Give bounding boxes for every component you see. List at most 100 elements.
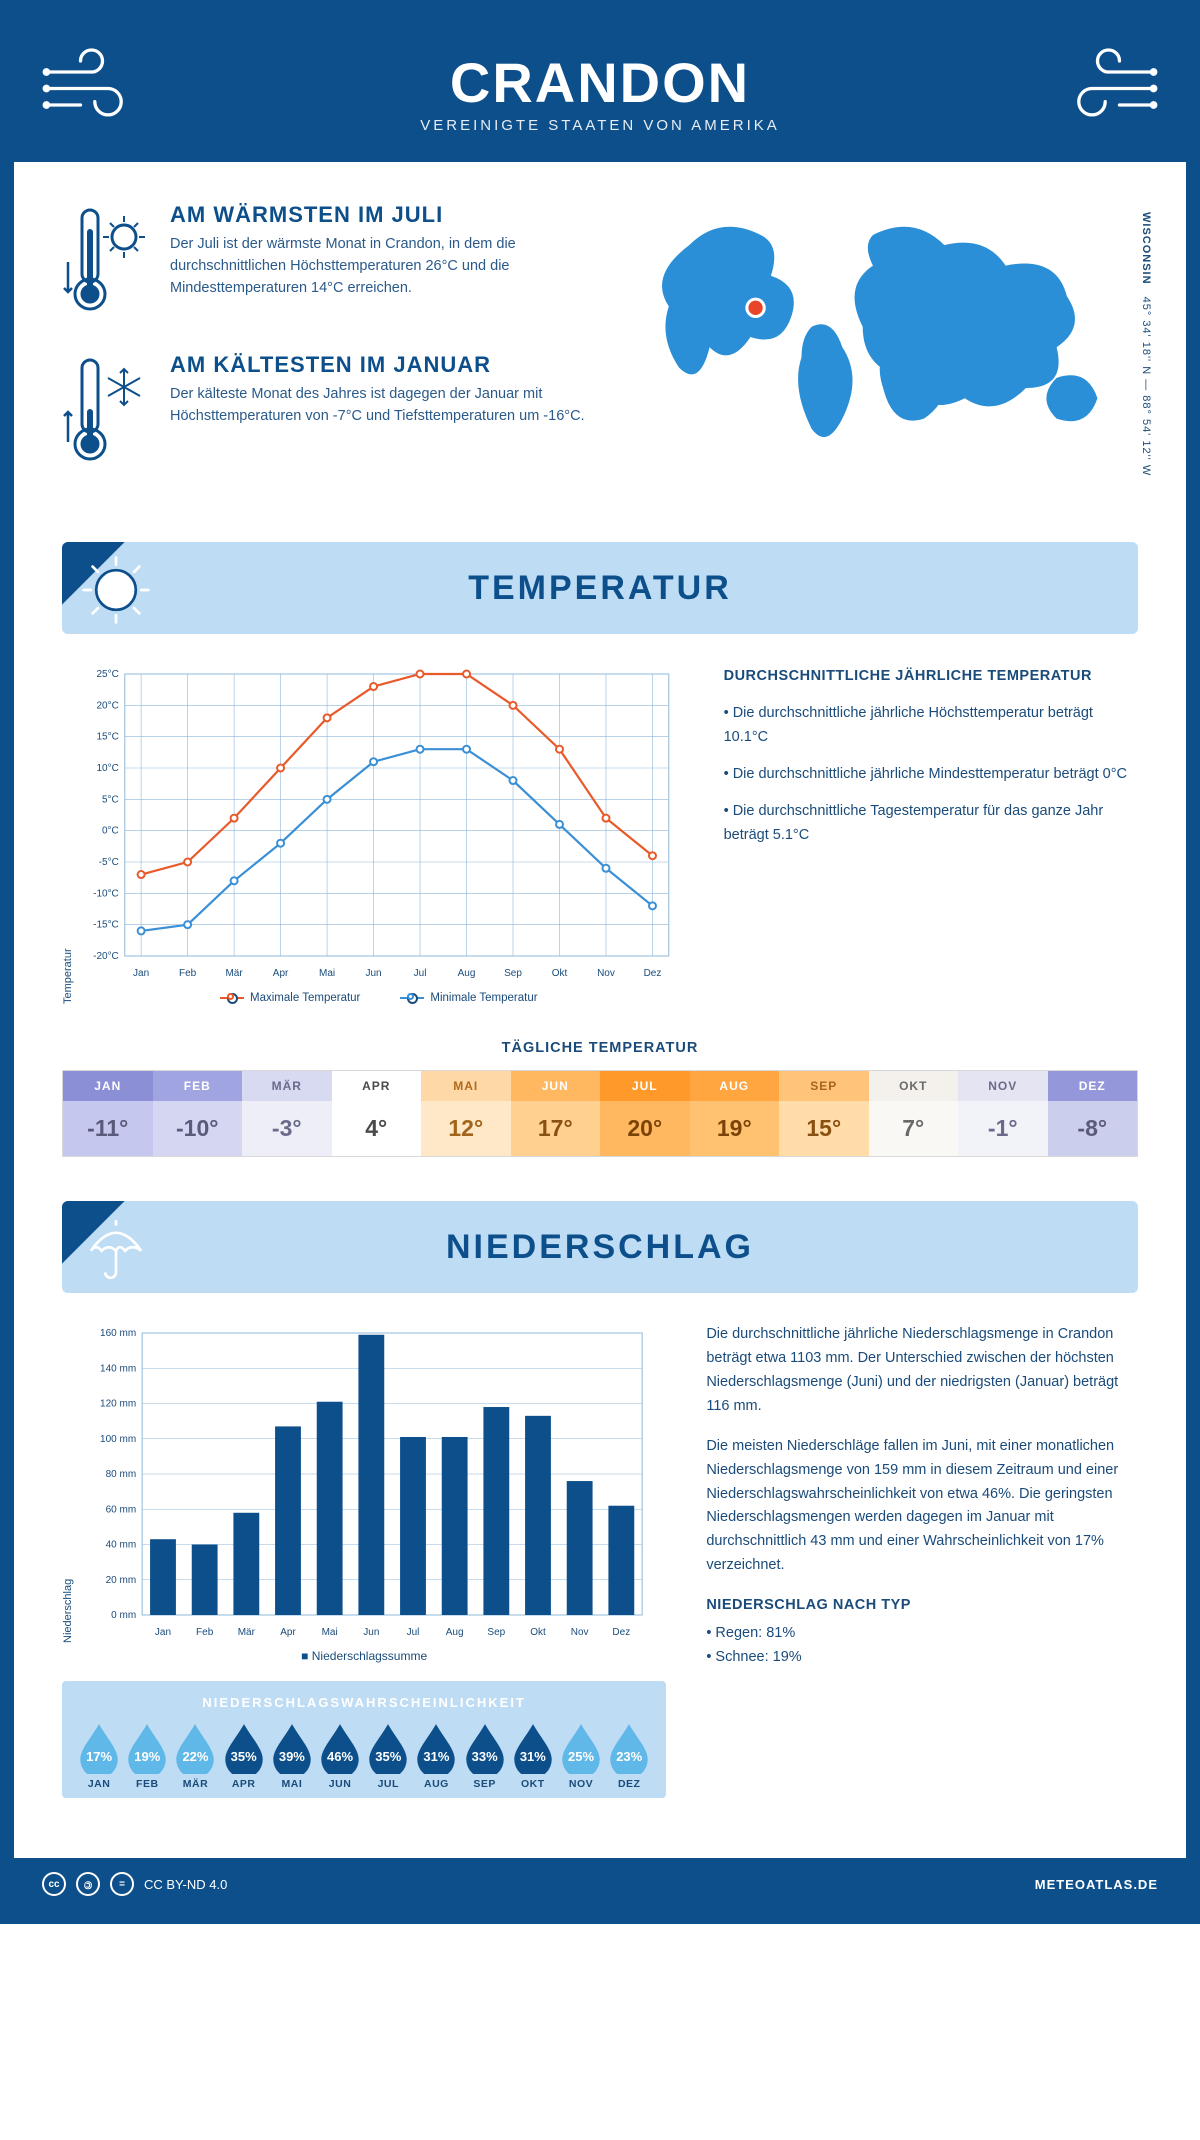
precip-section-title: NIEDERSCHLAG — [62, 1228, 1138, 1267]
warmest-block: AM WÄRMSTEN IM JULI Der Juli ist der wär… — [62, 202, 598, 322]
precip-prob-cell: 46% JUN — [317, 1722, 363, 1790]
precip-prob-cell: 31% OKT — [510, 1722, 556, 1790]
header: CRANDON VEREINIGTE STAATEN VON AMERIKA — [14, 14, 1186, 162]
svg-text:-10°C: -10°C — [93, 888, 119, 899]
svg-text:Okt: Okt — [552, 968, 568, 979]
precip-prob-cell: 33% SEP — [462, 1722, 508, 1790]
svg-text:Sep: Sep — [504, 968, 522, 979]
svg-text:25°C: 25°C — [96, 669, 118, 680]
umbrella-icon — [80, 1213, 152, 1285]
svg-text:Feb: Feb — [196, 1627, 214, 1638]
wind-icon-left — [42, 38, 152, 128]
temp-y-axis-label: Temperatur — [62, 664, 74, 1004]
precip-prob-cell: 35% JUL — [365, 1722, 411, 1790]
svg-text:Jan: Jan — [155, 1627, 171, 1638]
svg-text:-5°C: -5°C — [99, 857, 119, 868]
temp-banner: TEMPERATUR — [62, 542, 1138, 634]
daily-temp-cell: NOV -1° — [958, 1071, 1048, 1156]
svg-text:10°C: 10°C — [96, 763, 118, 774]
svg-text:-15°C: -15°C — [93, 920, 119, 931]
temp-section-title: TEMPERATUR — [62, 569, 1138, 608]
precip-prob-cell: 31% AUG — [413, 1722, 459, 1790]
svg-text:0°C: 0°C — [102, 826, 119, 837]
svg-text:60 mm: 60 mm — [106, 1504, 137, 1515]
temp-chart-row: Temperatur -20°C -15°C -10°C -5°C 0°C 5°C 10°C… — [62, 664, 1138, 1004]
precip-prob-cell: 39% MAI — [269, 1722, 315, 1790]
country-subtitle: VEREINIGTE STAATEN VON AMERIKA — [14, 117, 1186, 134]
svg-text:40 mm: 40 mm — [106, 1540, 137, 1551]
precip-legend: Niederschlagssumme — [62, 1649, 666, 1663]
svg-text:Jun: Jun — [365, 968, 381, 979]
precip-prob-cell: 19% FEB — [124, 1722, 170, 1790]
svg-text:Apr: Apr — [273, 968, 289, 979]
svg-text:Jun: Jun — [363, 1627, 379, 1638]
svg-text:Dez: Dez — [612, 1627, 630, 1638]
svg-text:120 mm: 120 mm — [100, 1399, 136, 1410]
daily-temp-cell: JAN -11° — [63, 1071, 153, 1156]
svg-text:Okt: Okt — [530, 1627, 546, 1638]
daily-temp-cell: MÄR -3° — [242, 1071, 332, 1156]
svg-text:Aug: Aug — [446, 1627, 464, 1638]
daily-temp-cell: AUG 19° — [690, 1071, 780, 1156]
footer: cc 🄯 = CC BY-ND 4.0 METEOATLAS.DE — [14, 1858, 1186, 1910]
world-map — [628, 202, 1138, 472]
svg-text:Jan: Jan — [133, 968, 149, 979]
cc-icon: cc — [42, 1872, 66, 1896]
svg-text:Nov: Nov — [571, 1627, 589, 1638]
precip-y-axis-label: Niederschlag — [62, 1323, 74, 1643]
precip-probability-panel: NIEDERSCHLAGSWAHRSCHEINLICHKEIT 17% JAN … — [62, 1681, 666, 1798]
coldest-text: Der kälteste Monat des Jahres ist dagege… — [170, 384, 598, 428]
precip-prob-cell: 17% JAN — [76, 1722, 122, 1790]
daily-temp-cell: FEB -10° — [153, 1071, 243, 1156]
thermometer-hot-icon — [62, 202, 152, 322]
precip-prob-cell: 35% APR — [221, 1722, 267, 1790]
svg-text:Mär: Mär — [238, 1627, 256, 1638]
temp-legend: Maximale Temperatur Minimale Temperatur — [74, 992, 684, 1004]
svg-text:5°C: 5°C — [102, 794, 119, 805]
precip-banner: NIEDERSCHLAG — [62, 1201, 1138, 1293]
svg-text:Aug: Aug — [458, 968, 476, 979]
daily-temp-cell: OKT 7° — [869, 1071, 959, 1156]
daily-temp-heading: TÄGLICHE TEMPERATUR — [62, 1040, 1138, 1056]
precip-prob-cell: 25% NOV — [558, 1722, 604, 1790]
svg-text:0 mm: 0 mm — [111, 1610, 136, 1621]
daily-temp-strip: JAN -11° FEB -10° MÄR -3° APR 4° MAI 12°… — [62, 1070, 1138, 1157]
svg-text:Mär: Mär — [225, 968, 243, 979]
precip-info: Die durchschnittliche jährliche Niedersc… — [706, 1323, 1138, 1670]
precip-row: Niederschlag 0 mm20 mm40 mm60 mm80 mm100… — [62, 1323, 1138, 1798]
sun-icon — [80, 554, 152, 626]
svg-text:Jul: Jul — [414, 968, 427, 979]
coldest-heading: AM KÄLTESTEN IM JANUAR — [170, 352, 598, 378]
svg-text:Dez: Dez — [644, 968, 662, 979]
license-text: CC BY-ND 4.0 — [144, 1877, 227, 1892]
svg-text:15°C: 15°C — [96, 732, 118, 743]
daily-temp-cell: JUL 20° — [600, 1071, 690, 1156]
svg-text:80 mm: 80 mm — [106, 1469, 137, 1480]
cc-by-icon: 🄯 — [76, 1872, 100, 1896]
svg-text:Sep: Sep — [487, 1627, 505, 1638]
svg-text:-20°C: -20°C — [93, 951, 119, 962]
temp-line-chart: -20°C -15°C -10°C -5°C 0°C 5°C 10°C 15°C 20°C 25°… — [74, 664, 684, 984]
intro-row: AM WÄRMSTEN IM JULI Der Juli ist der wär… — [62, 202, 1138, 502]
svg-text:Mai: Mai — [322, 1627, 338, 1638]
daily-temp-cell: SEP 15° — [779, 1071, 869, 1156]
precip-bar-chart: 0 mm20 mm40 mm60 mm80 mm100 mm120 mm140 … — [74, 1323, 666, 1643]
daily-temp-cell: MAI 12° — [421, 1071, 511, 1156]
precip-prob-cell: 23% DEZ — [606, 1722, 652, 1790]
city-title: CRANDON — [14, 50, 1186, 115]
coldest-block: AM KÄLTESTEN IM JANUAR Der kälteste Mona… — [62, 352, 598, 472]
warmest-heading: AM WÄRMSTEN IM JULI — [170, 202, 598, 228]
site-name: METEOATLAS.DE — [1035, 1877, 1158, 1892]
wind-icon-right — [1048, 38, 1158, 128]
daily-temp-cell: APR 4° — [332, 1071, 422, 1156]
daily-temp-cell: JUN 17° — [511, 1071, 601, 1156]
svg-text:Mai: Mai — [319, 968, 335, 979]
svg-text:Nov: Nov — [597, 968, 615, 979]
svg-text:160 mm: 160 mm — [100, 1328, 136, 1339]
svg-text:Jul: Jul — [407, 1627, 420, 1638]
thermometer-cold-icon — [62, 352, 152, 472]
coords-vertical: WISCONSIN 45° 34' 18'' N — 88° 54' 12'' … — [1140, 212, 1152, 476]
svg-text:100 mm: 100 mm — [100, 1434, 136, 1445]
svg-text:20°C: 20°C — [96, 700, 118, 711]
svg-text:Feb: Feb — [179, 968, 197, 979]
